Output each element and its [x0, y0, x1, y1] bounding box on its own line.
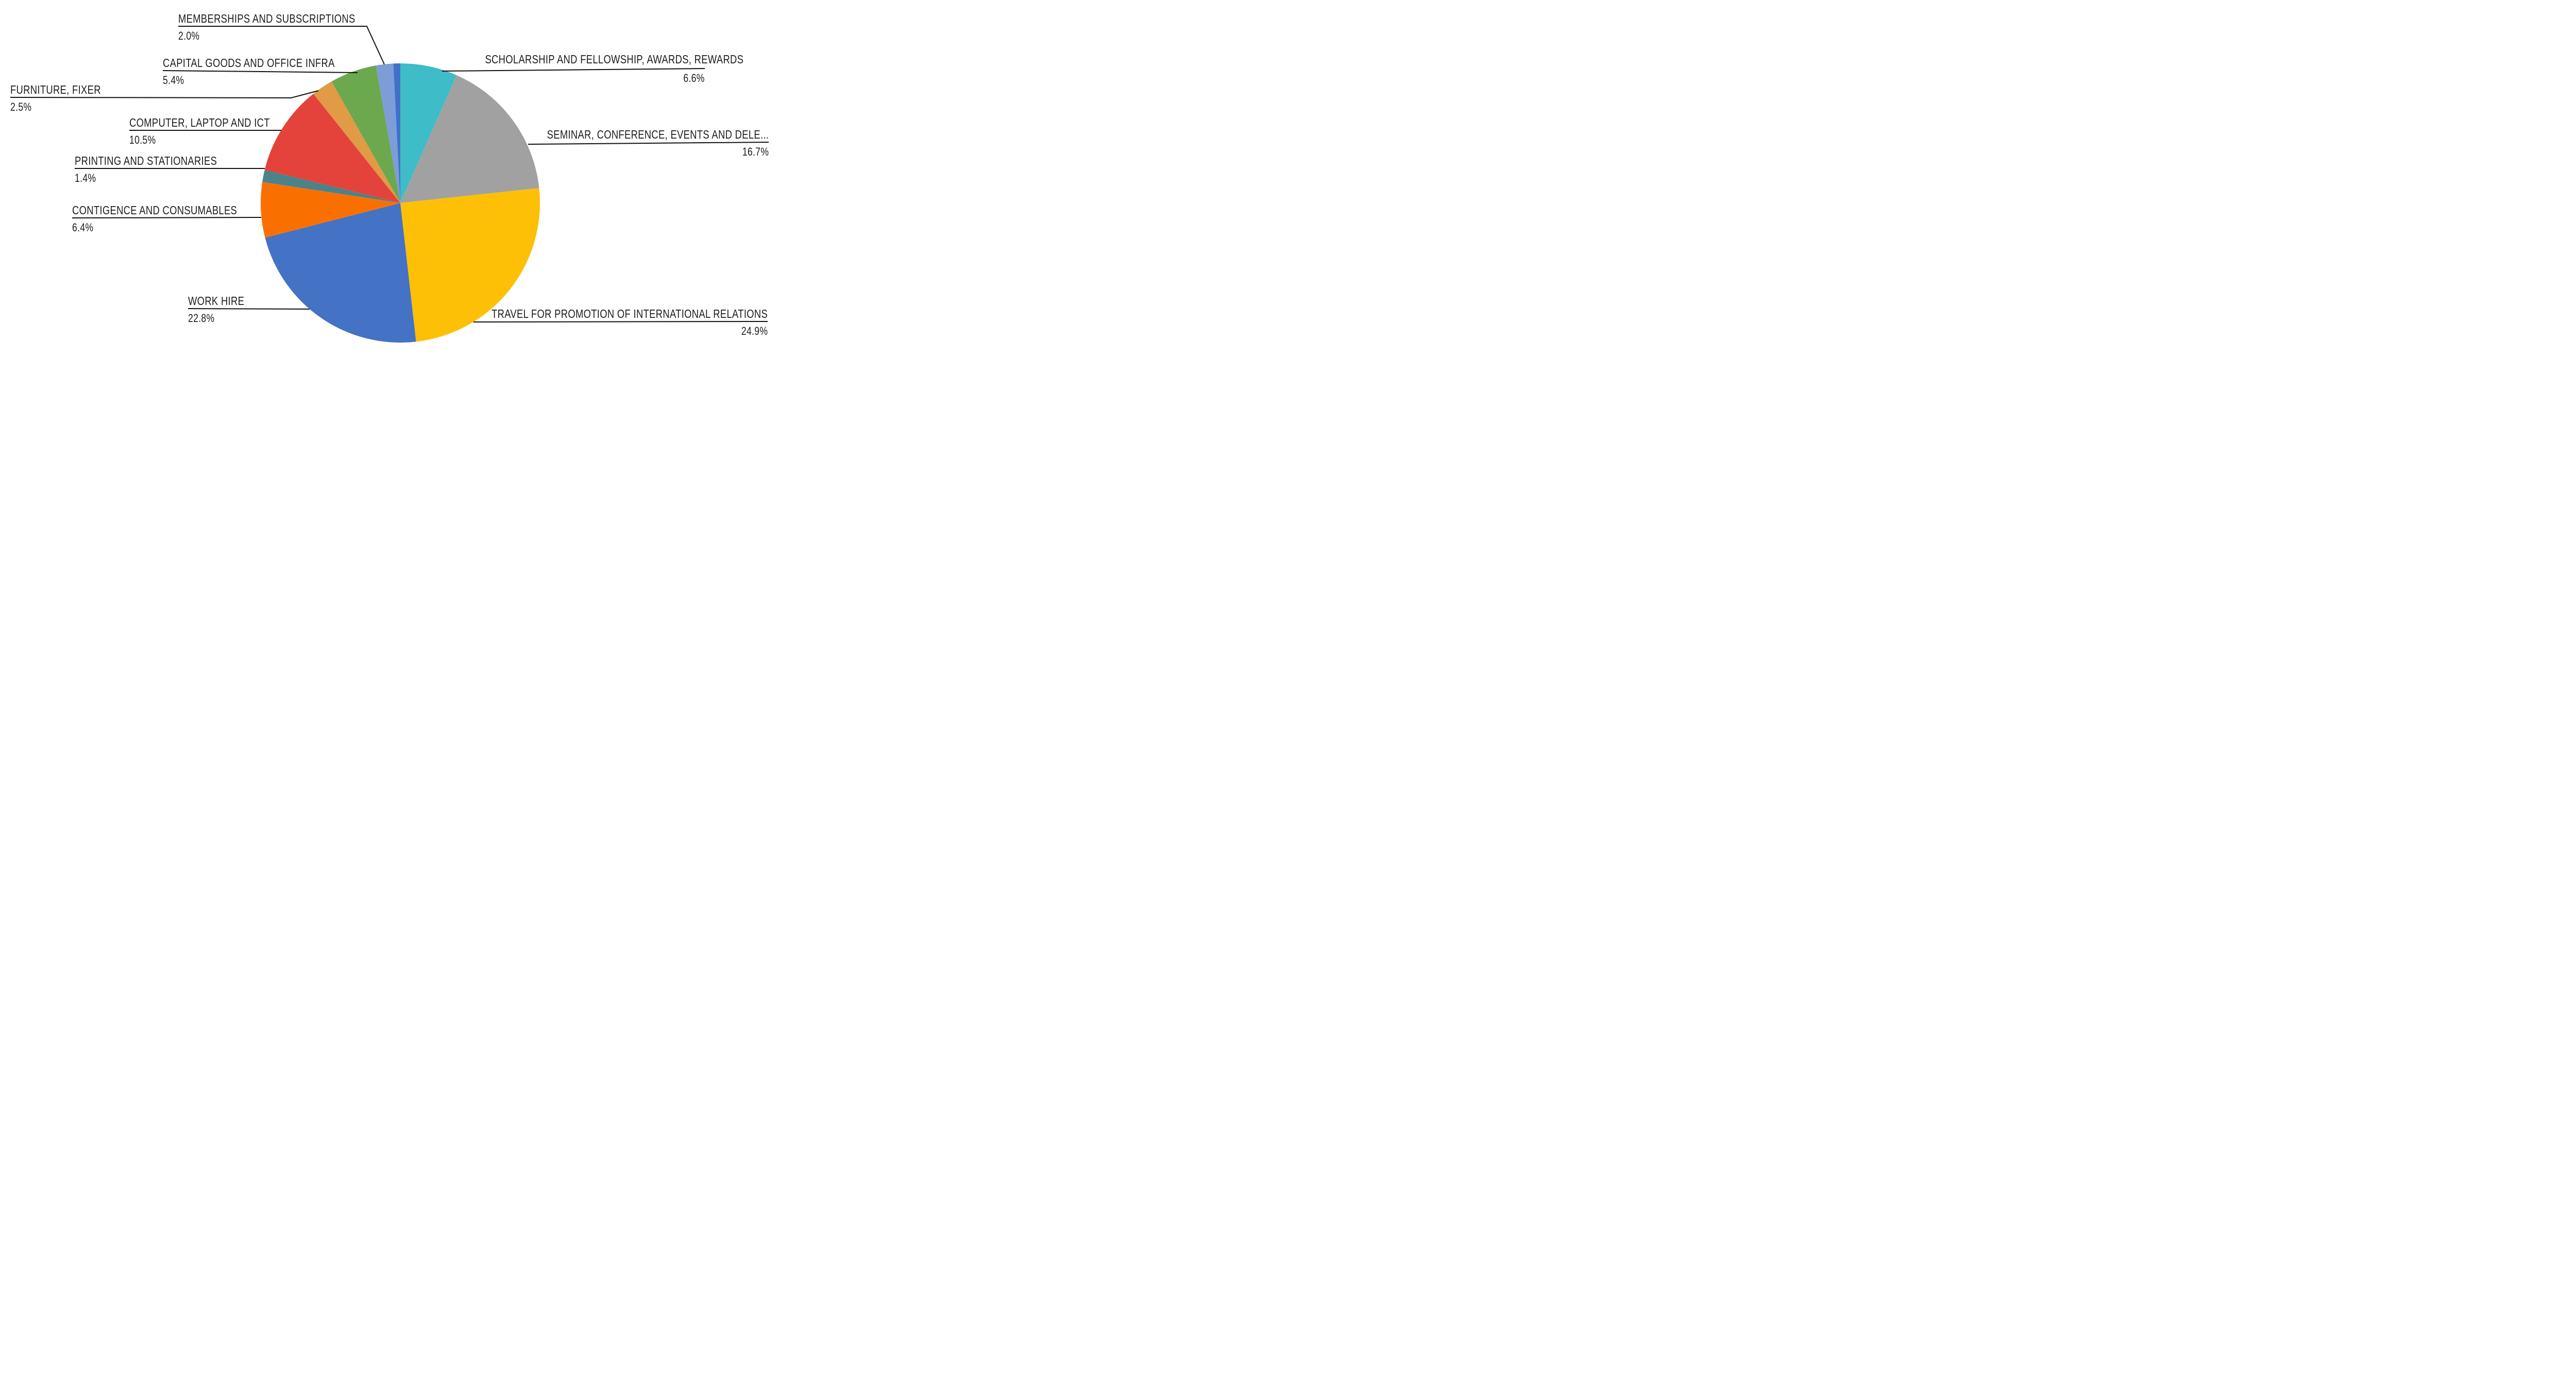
- pie-slice-1[interactable]: [400, 75, 539, 203]
- pct-scholarship: 6.6%: [683, 72, 705, 84]
- pie-slice-3[interactable]: [265, 203, 416, 343]
- label-seminar: SEMINAR, CONFERENCE, EVENTS AND DELE...: [547, 128, 769, 141]
- leader-line-contigence: [72, 217, 262, 218]
- pie-slice-10[interactable]: [393, 63, 400, 203]
- pct-memberships: 2.0%: [178, 29, 200, 42]
- pct-capital-goods: 5.4%: [163, 74, 184, 87]
- pie-slice-4[interactable]: [261, 182, 400, 238]
- label-work-hire: WORK HIRE: [188, 294, 245, 308]
- pie-chart-figure: MEMBERSHIPS AND SUBSCRIPTIONS 2.0% CAPIT…: [0, 0, 790, 344]
- pie-slice-0[interactable]: [400, 63, 457, 203]
- label-memberships: MEMBERSHIPS AND SUBSCRIPTIONS: [178, 12, 355, 25]
- leader-line-furniture: [10, 90, 319, 99]
- pct-printing: 1.4%: [75, 172, 96, 184]
- pie-chart: [10, 26, 769, 343]
- pie-slice-7[interactable]: [313, 81, 400, 203]
- leader-line-memberships: [178, 26, 385, 65]
- pct-travel: 24.9%: [741, 325, 768, 337]
- pie-slice-9[interactable]: [376, 63, 400, 203]
- leader-line-travel: [473, 321, 768, 322]
- pie-slice-8[interactable]: [331, 65, 400, 203]
- pct-furniture: 2.5%: [10, 100, 32, 113]
- pie-slices: [261, 63, 540, 343]
- label-capital-goods: CAPITAL GOODS AND OFFICE INFRA: [163, 56, 335, 70]
- leader-line-capital-goods: [162, 70, 358, 73]
- pie-slice-2[interactable]: [400, 188, 540, 342]
- pie-slice-5[interactable]: [262, 169, 400, 203]
- pie-slice-6[interactable]: [264, 93, 400, 203]
- pct-contigence: 6.4%: [72, 221, 94, 234]
- label-furniture: FURNITURE, FIXER: [10, 83, 101, 96]
- label-computer: COMPUTER, LAPTOP AND ICT: [129, 116, 270, 129]
- leader-line-scholarship: [442, 68, 705, 72]
- label-printing: PRINTING AND STATIONARIES: [75, 154, 217, 167]
- pct-seminar: 16.7%: [742, 145, 769, 158]
- label-scholarship: SCHOLARSHIP AND FELLOWSHIP, AWARDS, REWA…: [485, 53, 743, 66]
- label-travel: TRAVEL FOR PROMOTION OF INTERNATIONAL RE…: [491, 307, 768, 320]
- leader-lines: [10, 26, 769, 322]
- label-contigence: CONTIGENCE AND CONSUMABLES: [72, 203, 238, 217]
- pct-computer: 10.5%: [129, 133, 156, 146]
- leader-line-seminar: [528, 142, 769, 145]
- pct-work-hire: 22.8%: [188, 312, 215, 325]
